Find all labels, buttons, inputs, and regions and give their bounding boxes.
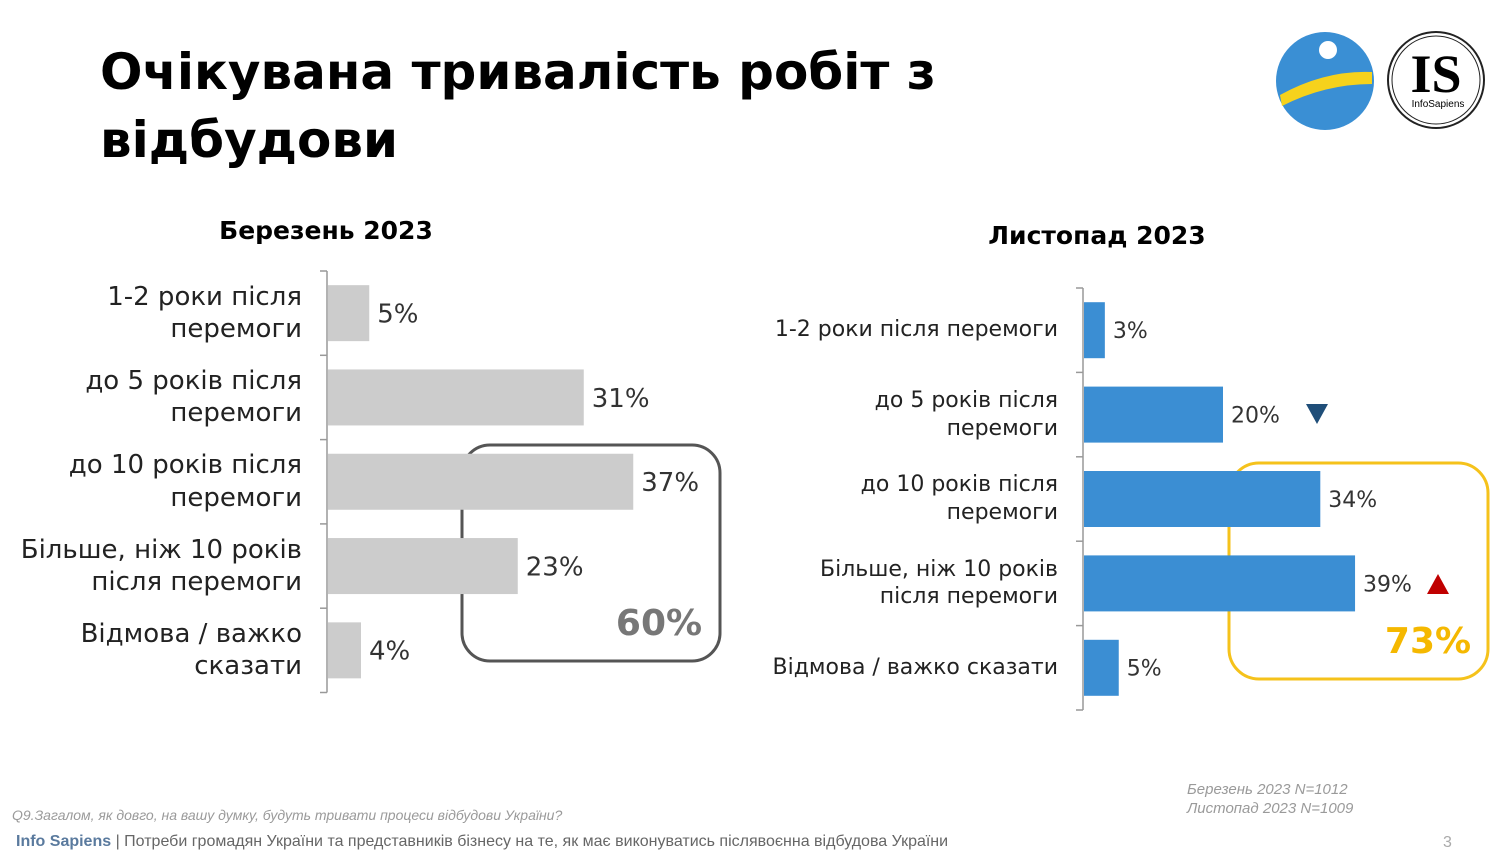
logo-stripe [1280, 71, 1372, 106]
value-label: 39% [1363, 572, 1412, 597]
category-label: до 5 років після перемоги [85, 365, 302, 429]
value-label: 3% [1113, 319, 1148, 344]
highlight-total: 60% [616, 603, 702, 644]
category-label: до 5 років після перемоги [874, 388, 1058, 441]
logo-head [1319, 41, 1337, 59]
value-label: 37% [641, 468, 699, 498]
sample-note: Березень 2023 N=1012 [1187, 781, 1348, 798]
up-marker [1427, 574, 1449, 594]
bar [1084, 555, 1356, 612]
highlight-total: 73% [1385, 621, 1471, 662]
category-label: до 10 років після перемоги [860, 472, 1058, 525]
down-marker [1306, 404, 1328, 424]
category-label: Більше, ніж 10 років після перемоги [820, 556, 1058, 610]
chart-title: Березень 2023 [219, 216, 433, 245]
footer: Info Sapiens | Потреби громадян України … [16, 833, 948, 851]
category-label: Відмова / важко сказати [80, 618, 302, 682]
category-label: 1-2 роки після перемоги [107, 281, 302, 345]
bar [328, 453, 634, 510]
value-label: 5% [1127, 657, 1162, 682]
logo-ring-inner [1391, 35, 1481, 125]
footer-brand: Info Sapiens [16, 833, 112, 850]
category-label: 1-2 роки після перемоги [774, 317, 1058, 343]
sample-note: Листопад 2023 N=1009 [1187, 800, 1354, 817]
value-label: 34% [1328, 488, 1377, 513]
bar [328, 285, 370, 342]
value-label: 23% [526, 552, 584, 582]
value-label: 4% [369, 637, 410, 667]
bar [328, 622, 361, 679]
category-label: до 10 років після перемоги [68, 450, 302, 513]
footer-text: | Потреби громадян України та представни… [115, 833, 949, 850]
bar [1084, 471, 1321, 527]
value-label: 31% [592, 384, 650, 414]
bar [1084, 639, 1119, 696]
value-label: 5% [377, 300, 418, 330]
logo-ring [1387, 31, 1485, 129]
bar [328, 538, 518, 595]
value-label: 20% [1231, 404, 1280, 429]
chart-title: Листопад 2023 [988, 221, 1205, 250]
question-note: Q9.Загалом, як довго, на вашу думку, буд… [12, 807, 563, 823]
bar [328, 369, 584, 426]
slide-title: Очікувана тривалість робіт з відбудови [100, 43, 936, 169]
bar [1084, 302, 1105, 359]
logo-mark: IS [1410, 44, 1461, 104]
category-label: Більше, ніж 10 років після перемоги [20, 534, 302, 598]
logo-name: InfoSapiens [1412, 99, 1465, 110]
bar [1084, 386, 1223, 443]
category-label: Відмова / важко сказати [772, 655, 1058, 681]
page-number: 3 [1443, 834, 1452, 851]
